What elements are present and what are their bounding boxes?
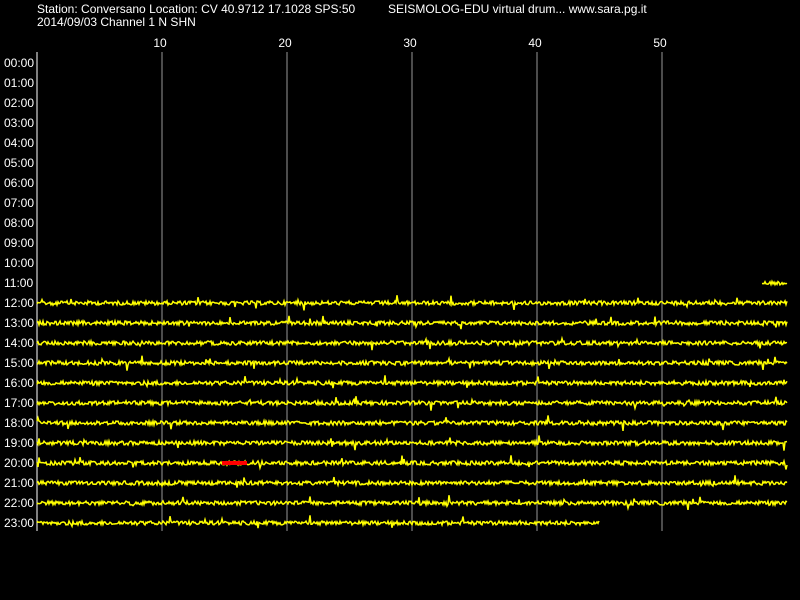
hour-label: 13:00 [4, 316, 34, 330]
event-marker [222, 461, 247, 465]
hour-label: 12:00 [4, 296, 34, 310]
hour-label: 01:00 [4, 76, 34, 90]
hour-label: 00:00 [4, 56, 34, 70]
seismic-trace [36, 475, 788, 488]
x-tick-label: 30 [403, 36, 417, 50]
station-info: Station: Conversano Location: CV 40.9712… [37, 2, 356, 16]
hour-label: 10:00 [4, 256, 34, 270]
hour-label: 14:00 [4, 336, 34, 350]
seismic-trace [37, 315, 788, 330]
seismic-trace [36, 435, 788, 451]
x-tick-label: 20 [278, 36, 292, 50]
hour-label: 20:00 [4, 456, 34, 470]
hour-label: 19:00 [4, 436, 34, 450]
seismic-trace [36, 355, 788, 371]
hour-label: 02:00 [4, 96, 34, 110]
hour-label: 08:00 [4, 216, 34, 230]
hour-label: 03:00 [4, 116, 34, 130]
hour-label: 17:00 [4, 396, 34, 410]
x-tick-label: 10 [153, 36, 167, 50]
hour-label: 11:00 [4, 276, 33, 290]
seismic-trace [36, 335, 788, 351]
channel-info: 2014/09/03 Channel 1 N SHN [37, 15, 196, 29]
hour-label: 16:00 [4, 376, 34, 390]
x-tick-label: 40 [528, 36, 542, 50]
seismic-trace [36, 375, 788, 389]
hour-label: 09:00 [4, 236, 34, 250]
seismic-trace [36, 295, 788, 311]
title: SEISMOLOG-EDU virtual drum... www.sara.p… [388, 2, 647, 16]
seismic-trace [36, 515, 600, 529]
hour-label: 23:00 [4, 516, 34, 530]
hour-label: 15:00 [4, 356, 34, 370]
seismic-trace [36, 455, 788, 471]
hour-label: 06:00 [4, 176, 34, 190]
hour-label: 18:00 [4, 416, 34, 430]
seismic-trace [36, 495, 788, 512]
seismic-trace [36, 396, 788, 412]
seismic-trace [36, 415, 788, 431]
hour-label: 22:00 [4, 496, 34, 510]
seismic-trace [761, 279, 788, 287]
hour-label: 21:00 [4, 476, 34, 490]
hour-label: 07:00 [4, 196, 34, 210]
hour-label: 04:00 [4, 136, 34, 150]
hour-label: 05:00 [4, 156, 34, 170]
x-tick-label: 50 [653, 36, 667, 50]
